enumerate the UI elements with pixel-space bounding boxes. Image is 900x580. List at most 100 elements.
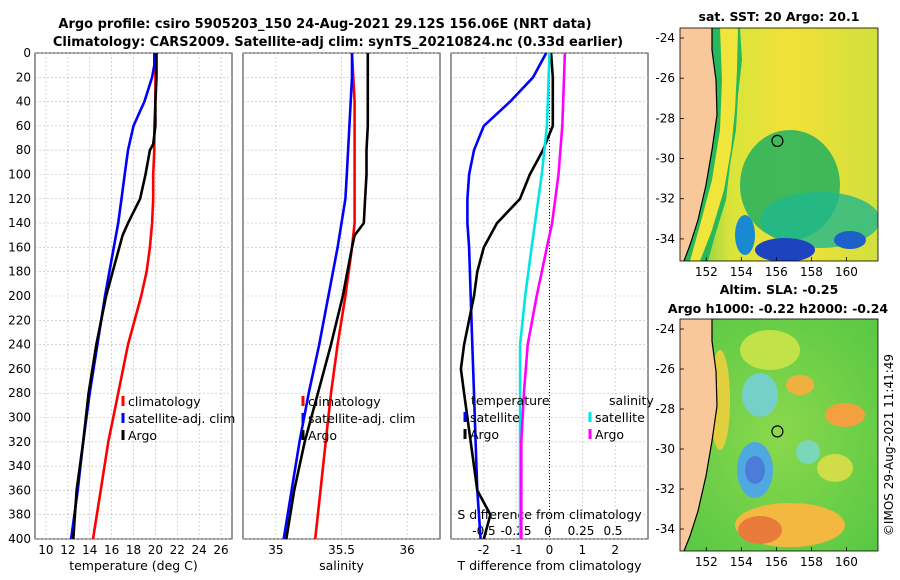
sal-x-tick-label: 35 xyxy=(268,543,283,557)
sal-legend-label: satellite-adj. clim xyxy=(308,411,415,426)
depth-tick-label: 60 xyxy=(16,119,31,133)
sla-teal-blob xyxy=(796,440,820,464)
map-y-tick-label: -24 xyxy=(655,31,675,45)
map-y-tick-label: -24 xyxy=(655,322,675,336)
map-y-tick-label: -30 xyxy=(655,442,675,456)
temp-series-argo xyxy=(72,53,158,540)
temp-x-tick-label: 26 xyxy=(213,543,228,557)
map-y-tick-label: -34 xyxy=(655,232,675,246)
depth-tick-label: 380 xyxy=(8,508,31,522)
sal-x-tick-label: 36 xyxy=(400,543,415,557)
diff-series-temperature-satellite xyxy=(466,52,548,540)
depth-tick-label: 340 xyxy=(8,459,31,473)
temp-x-tick-label: 24 xyxy=(192,543,207,557)
depth-tick-label: 240 xyxy=(8,338,31,352)
depth-tick-label: 200 xyxy=(8,289,31,303)
sst-map-title: sat. SST: 20 Argo: 20.1 xyxy=(699,9,860,24)
diff-legend-temperature-title: temperature xyxy=(471,393,550,408)
sla-land xyxy=(680,319,717,551)
sla-map-subtitle: Argo h1000: -0.22 h2000: -0.24 xyxy=(668,301,889,316)
sst-map-ticks: 152 154 156 158 160 -24 -26 -28 -30 -32 -34 xyxy=(655,31,858,279)
sla-map-frame xyxy=(679,318,879,552)
map-x-tick-label: 152 xyxy=(695,265,718,279)
temp-x-tick-label: 16 xyxy=(104,543,119,557)
depth-tick-label: 100 xyxy=(8,168,31,182)
map-y-tick-label: -32 xyxy=(655,192,675,206)
sst-land xyxy=(680,28,717,261)
sla-map-title: Altim. SLA: -0.25 xyxy=(720,282,839,297)
depth-tick-label: 180 xyxy=(8,265,31,279)
diff-legend-salinity-title: salinity xyxy=(609,393,654,408)
s-diff-tick-label: 0.5 xyxy=(603,524,622,538)
depth-tick-label: 120 xyxy=(8,192,31,206)
sla-orange-blob-2 xyxy=(825,403,865,427)
temp-legend-label: climatology xyxy=(128,394,201,409)
diff-legend-label: Argo xyxy=(470,427,499,442)
sst-argo-marker xyxy=(771,134,784,147)
sal-series-argo xyxy=(285,53,370,540)
diff-x-tick-label: -1 xyxy=(511,543,523,557)
timestamp-stamp: ©IMOS 29-Aug-2021 11:41:49 xyxy=(882,354,896,536)
sst-coastline xyxy=(683,28,718,261)
map-y-tick-label: -34 xyxy=(655,522,675,536)
diff-x-tick-label: 2 xyxy=(611,543,619,557)
map-x-tick-label: 152 xyxy=(695,555,718,569)
map-x-tick-label: 158 xyxy=(800,555,823,569)
diff-x-tick-label: -2 xyxy=(478,543,490,557)
s-diff-tick-label: -0.25 xyxy=(500,524,531,538)
diff-legend-label: satellite xyxy=(470,410,520,425)
sst-map-frame xyxy=(679,27,879,262)
map-x-tick-label: 154 xyxy=(730,555,753,569)
depth-tick-label: 40 xyxy=(16,95,31,109)
map-x-tick-label: 154 xyxy=(730,265,753,279)
sla-coastline xyxy=(683,319,718,551)
map-x-tick-label: 160 xyxy=(835,555,858,569)
s-diff-tick-label: -0.5 xyxy=(472,524,495,538)
figure-title-line1: Argo profile: csiro 5905203_150 24-Aug-2… xyxy=(58,17,591,32)
sst-warm-current xyxy=(690,28,738,261)
depth-tick-label: 400 xyxy=(8,532,31,546)
sla-argo-marker xyxy=(771,425,784,438)
map-y-tick-label: -28 xyxy=(655,402,675,416)
temp-x-tick-label: 22 xyxy=(170,543,185,557)
sla-map: Altim. SLA: -0.25 Argo h1000: -0.22 h200… xyxy=(655,282,888,569)
temp-legend-label: satellite-adj. clim xyxy=(128,411,235,426)
diff-legend-label: Argo xyxy=(595,427,624,442)
map-y-tick-label: -28 xyxy=(655,111,675,125)
sal-legend-label: Argo xyxy=(308,428,337,443)
sla-orange-blob-1 xyxy=(786,375,814,395)
sst-blue-patch-east xyxy=(834,231,866,249)
temp-x-tick-label: 20 xyxy=(148,543,163,557)
sal-legend-label: climatology xyxy=(308,394,381,409)
sal-x-axis-label: salinity xyxy=(319,558,364,573)
sla-cyan-blob xyxy=(742,373,778,417)
temp-x-axis-label: temperature (deg C) xyxy=(69,558,198,573)
sla-red-blob xyxy=(738,516,782,544)
map-x-tick-label: 158 xyxy=(800,265,823,279)
depth-tick-label: 300 xyxy=(8,411,31,425)
diff-x-tick-label: 0 xyxy=(546,543,554,557)
temp-x-tick-label: 12 xyxy=(60,543,75,557)
sla-blue-core xyxy=(745,456,765,484)
s-diff-tick-label: 0.25 xyxy=(568,524,595,538)
depth-tick-label: 80 xyxy=(16,143,31,157)
sst-blue-patch xyxy=(755,238,815,261)
sst-map: sat. SST: 20 Argo: 20.1 152 154 156 158 160 -… xyxy=(655,9,879,279)
diff-x-tick-label: 1 xyxy=(579,543,587,557)
s-diff-tick-label: 0 xyxy=(544,524,552,538)
depth-tick-label: 260 xyxy=(8,362,31,376)
temp-x-tick-label: 14 xyxy=(82,543,97,557)
sal-series-satellite-adj-clim xyxy=(282,53,354,540)
sla-yellow-blob-1 xyxy=(740,330,800,370)
map-y-tick-label: -26 xyxy=(655,362,675,376)
diff-panel: -2 -1 0 1 2T difference from climatology S di… xyxy=(450,52,654,573)
temp-panel: 0 20 40 60 80 100 120 140 160 180 200 220 240 260 280 3… xyxy=(8,46,235,573)
sla-map-ticks: 152 154 156 158 160 -24 -26 -28 -30 -32 -34 xyxy=(655,322,858,569)
temp-x-tick-label: 18 xyxy=(126,543,141,557)
map-y-tick-label: -32 xyxy=(655,482,675,496)
depth-tick-label: 360 xyxy=(8,483,31,497)
diff-x-axis-label: T difference from climatology xyxy=(456,558,642,573)
sal-panel: 35 35.5 36 salinity climatology satellite-adj… xyxy=(242,52,441,573)
map-x-tick-label: 156 xyxy=(765,265,788,279)
map-x-tick-label: 160 xyxy=(835,265,858,279)
